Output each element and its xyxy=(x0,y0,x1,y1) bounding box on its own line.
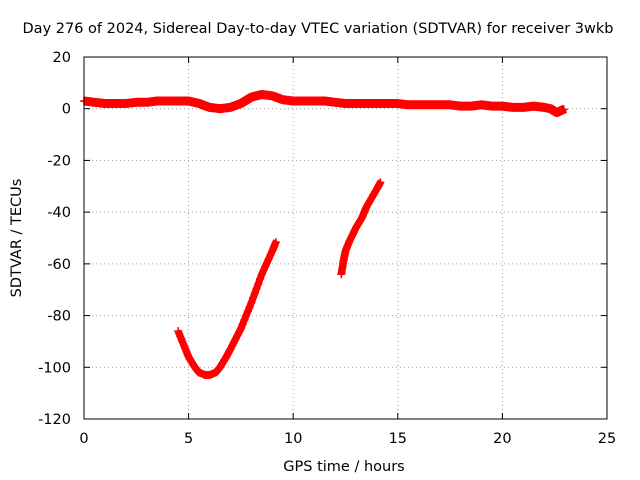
x-tick-label: 5 xyxy=(184,431,193,447)
series-2-point xyxy=(266,250,275,259)
y-tick-label: 0 xyxy=(62,102,71,118)
y-tick-label: -100 xyxy=(38,360,71,376)
x-tick-label: 20 xyxy=(493,431,511,447)
x-tick-label: 10 xyxy=(284,431,302,447)
series-2-point xyxy=(245,303,254,311)
series-2-point xyxy=(261,262,270,271)
x-axis-label: GPS time / hours xyxy=(283,459,404,475)
series-2-point xyxy=(271,238,280,247)
series-2-point xyxy=(254,279,263,288)
y-tick-label: 20 xyxy=(53,50,71,66)
series-2-point xyxy=(233,331,242,340)
y-tick-label: -40 xyxy=(47,205,71,221)
series-1-point xyxy=(245,94,254,103)
y-tick-label: -20 xyxy=(47,153,71,169)
plot-frame xyxy=(83,56,608,420)
series-2-point xyxy=(249,293,258,302)
x-tick-label: 0 xyxy=(79,431,88,447)
series-2-point xyxy=(257,270,266,279)
series-layer xyxy=(80,90,568,379)
series-2-point xyxy=(240,315,249,324)
series-2-point xyxy=(264,254,273,263)
x-tick-label: 15 xyxy=(389,431,407,447)
series-2-point xyxy=(252,284,261,293)
series-2-point xyxy=(242,311,251,320)
x-tick-label: 25 xyxy=(598,431,616,447)
series-3-point xyxy=(376,178,385,187)
series-2-point xyxy=(250,289,259,298)
tick-layer: 0 5 10 15 20 25 -120 -100 -80 -60 -40 -20 0 20 xyxy=(38,50,616,447)
y-axis-label: SDTVAR / TECUs xyxy=(9,179,25,298)
series-2-point xyxy=(256,274,265,283)
y-tick-label: -120 xyxy=(38,412,71,428)
series-2-point xyxy=(226,345,235,354)
y-tick-label: -60 xyxy=(47,257,71,273)
series-2-point xyxy=(263,258,272,267)
series-2-point xyxy=(247,298,256,307)
series-2-point xyxy=(238,320,247,329)
series-2-point xyxy=(236,324,245,333)
grid xyxy=(84,57,607,419)
chart-title: Day 276 of 2024, Sidereal Day-to-day VTE… xyxy=(23,21,614,37)
series-2-point xyxy=(259,266,268,275)
series-2-point xyxy=(243,307,252,316)
series-1-point xyxy=(559,105,568,114)
y-tick-label: -80 xyxy=(47,309,71,325)
series-2-point xyxy=(229,338,238,347)
